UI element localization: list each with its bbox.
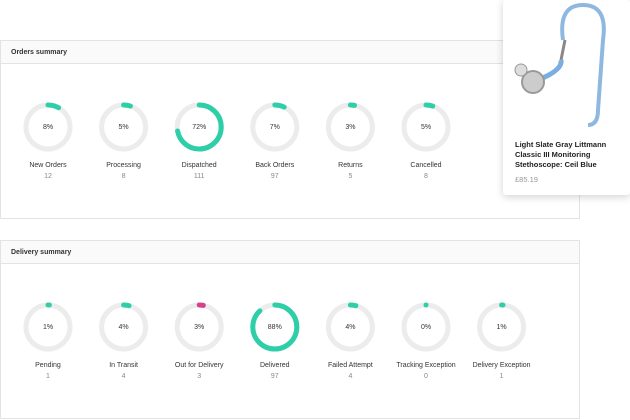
item-label: New Orders — [29, 162, 67, 169]
ring-arc — [174, 302, 224, 352]
ring-percent: 88% — [268, 324, 282, 331]
item-count: 8 — [424, 173, 428, 180]
item-label: Back Orders — [255, 162, 294, 169]
ring-percent: 7% — [270, 124, 280, 131]
item-label: Delivery Exception — [473, 362, 531, 369]
ring-arc — [325, 102, 375, 152]
ring-arc — [174, 102, 224, 152]
chestpiece — [521, 70, 545, 94]
ring-percent: 4% — [345, 324, 355, 331]
ring-arc — [23, 302, 73, 352]
item-label: Returns — [338, 162, 363, 169]
item-count: 8 — [122, 173, 126, 180]
item-label: Cancelled — [410, 162, 441, 169]
panel-title: Orders summary — [11, 49, 67, 56]
item-count: 97 — [271, 373, 279, 380]
item-count: 12 — [44, 173, 52, 180]
item-count: 97 — [271, 173, 279, 180]
ring-arc — [401, 302, 451, 352]
ring-percent: 72% — [192, 124, 206, 131]
ring-arc — [325, 302, 375, 352]
ring-arc — [99, 302, 149, 352]
ring-percent: 0% — [421, 324, 431, 331]
ring-arc — [23, 102, 73, 152]
product-card[interactable]: Light Slate Gray Littmann Classic III Mo… — [503, 0, 630, 195]
ring-arc — [250, 102, 300, 152]
ring-percent: 1% — [497, 324, 507, 331]
ring-percent: 5% — [421, 124, 431, 131]
panel-header — [0, 40, 580, 64]
item-label: Out for Delivery — [175, 362, 224, 369]
tubing — [560, 2, 606, 127]
item-count: 1 — [500, 373, 504, 380]
panel — [0, 40, 580, 219]
panel — [0, 240, 580, 419]
ring-percent: 4% — [119, 324, 129, 331]
item-label: Delivered — [260, 362, 290, 369]
product-image — [514, 2, 606, 127]
item-count: 5 — [348, 173, 352, 180]
ring-arc — [477, 302, 527, 352]
ring-percent: 3% — [345, 124, 355, 131]
item-label: Pending — [35, 362, 61, 369]
bell — [514, 63, 528, 77]
item-count: 4 — [348, 373, 352, 380]
ring-arc — [250, 302, 300, 352]
ring-percent: 8% — [43, 124, 53, 131]
item-label: Dispatched — [182, 162, 217, 169]
product-name: Light Slate Gray Littmann Classic III Mo… — [515, 140, 607, 169]
ring-percent: 5% — [119, 124, 129, 131]
ring-arc — [401, 102, 451, 152]
item-label: Processing — [106, 162, 141, 169]
item-count: 111 — [194, 173, 205, 180]
item-label: Tracking Exception — [396, 362, 455, 369]
panel-header — [0, 240, 580, 264]
item-count: 3 — [197, 373, 201, 380]
product-price: £85.19 — [515, 175, 538, 184]
ring-percent: 1% — [43, 324, 53, 331]
ring-arc — [99, 102, 149, 152]
item-count: 1 — [46, 373, 50, 380]
panel-title: Delivery summary — [11, 249, 71, 256]
item-count: 4 — [122, 373, 126, 380]
item-label: In Transit — [109, 362, 138, 369]
tube — [559, 39, 567, 61]
item-label: Failed Attempt — [328, 362, 373, 369]
ring-percent: 3% — [194, 324, 204, 331]
item-count: 0 — [424, 373, 428, 380]
